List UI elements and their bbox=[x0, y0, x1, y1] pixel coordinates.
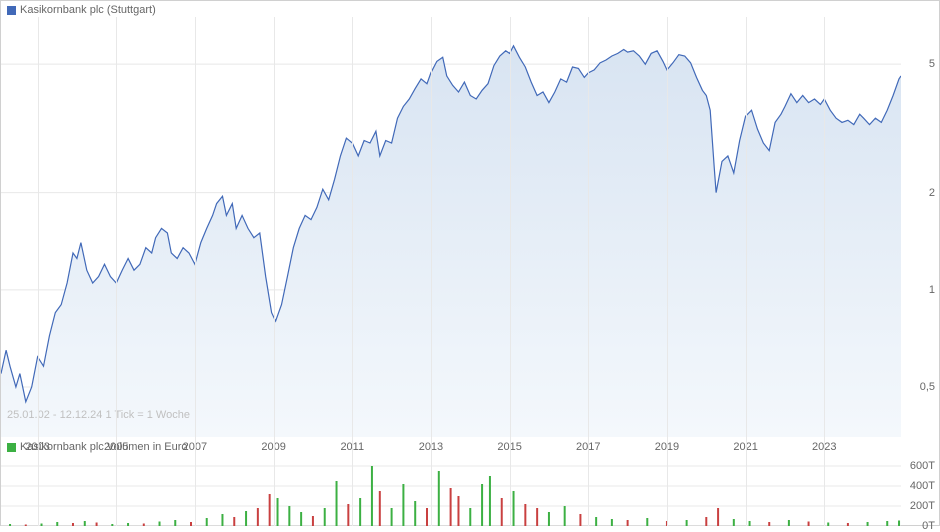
vgrid-line bbox=[588, 17, 589, 526]
vgrid-line bbox=[667, 17, 668, 526]
price-y-tick: 5 bbox=[929, 58, 935, 70]
vgrid-line bbox=[274, 17, 275, 526]
volume-y-tick: 600T bbox=[910, 460, 935, 472]
price-y-tick: 0,5 bbox=[920, 381, 935, 393]
volume-y-tick: 0T bbox=[922, 520, 935, 532]
price-chart bbox=[1, 17, 901, 437]
volume-y-tick: 200T bbox=[910, 500, 935, 512]
price-y-tick: 2 bbox=[929, 187, 935, 199]
vgrid-line bbox=[431, 17, 432, 526]
price-area bbox=[1, 46, 901, 437]
price-y-tick: 1 bbox=[929, 284, 935, 296]
vgrid-line bbox=[824, 17, 825, 526]
volume-bars bbox=[10, 466, 899, 526]
vgrid-line bbox=[38, 17, 39, 526]
vgrid-line bbox=[116, 17, 117, 526]
volume-chart bbox=[1, 456, 901, 526]
date-range-label: 25.01.02 - 12.12.24 1 Tick = 1 Woche bbox=[7, 409, 190, 421]
price-legend: Kasikornbank plc (Stuttgart) bbox=[7, 4, 156, 16]
vgrid-line bbox=[510, 17, 511, 526]
price-legend-label: Kasikornbank plc (Stuttgart) bbox=[20, 4, 156, 16]
vgrid-line bbox=[352, 17, 353, 526]
vgrid-line bbox=[195, 17, 196, 526]
volume-legend-box bbox=[7, 443, 16, 452]
volume-y-tick: 400T bbox=[910, 480, 935, 492]
price-legend-box bbox=[7, 6, 16, 15]
vgrid-line bbox=[746, 17, 747, 526]
